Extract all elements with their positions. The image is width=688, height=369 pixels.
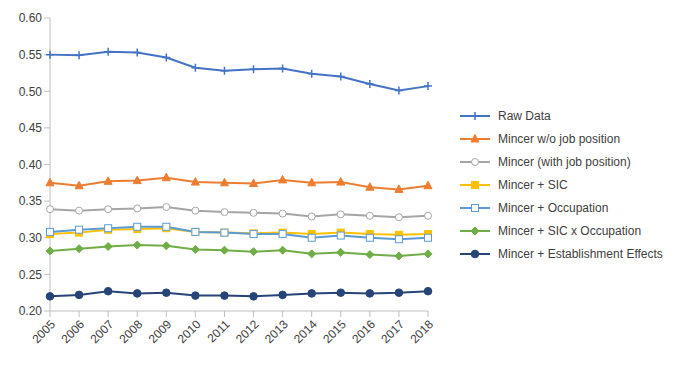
svg-text:2014: 2014 [291,317,320,346]
svg-text:0.35: 0.35 [19,194,43,208]
svg-text:2005: 2005 [29,317,58,346]
html-text:Mincer w/o job position: Mincer w/o job position [498,131,621,146]
svg-text:2016: 2016 [349,317,378,346]
svg-text:2008: 2008 [117,317,146,346]
svg-text:2011: 2011 [204,317,232,345]
html-text:Mincer + SIC x Occupation: Mincer + SIC x Occupation [498,223,642,238]
svg-text:2015: 2015 [320,317,349,346]
html-text:Mincer (with job position): Mincer (with job position) [498,154,631,169]
svg-text:0.55: 0.55 [19,48,43,62]
svg-text:0.20: 0.20 [19,304,43,318]
svg-text:0.25: 0.25 [19,268,43,282]
svg-text:0.60: 0.60 [19,11,43,25]
svg-text:2009: 2009 [146,317,175,346]
html-text:Raw Data: Raw Data [498,108,551,123]
svg-text:0.45: 0.45 [19,121,43,135]
svg-text:2012: 2012 [233,317,262,346]
svg-text:2006: 2006 [58,317,87,346]
svg-text:0.30: 0.30 [19,231,43,245]
svg-text:0.50: 0.50 [19,85,43,99]
svg-text:2017: 2017 [378,317,407,346]
svg-text:0.40: 0.40 [19,158,43,172]
html-text:Mincer + Occupation: Mincer + Occupation [498,200,609,215]
svg-text:2010: 2010 [175,317,204,346]
html-text:Mincer + Establishment Effects: Mincer + Establishment Effects [498,246,663,261]
svg-text:2007: 2007 [88,317,117,346]
svg-text:2018: 2018 [407,317,436,346]
html-text:Mincer + SIC: Mincer + SIC [498,177,568,192]
svg-text:2013: 2013 [262,317,291,346]
